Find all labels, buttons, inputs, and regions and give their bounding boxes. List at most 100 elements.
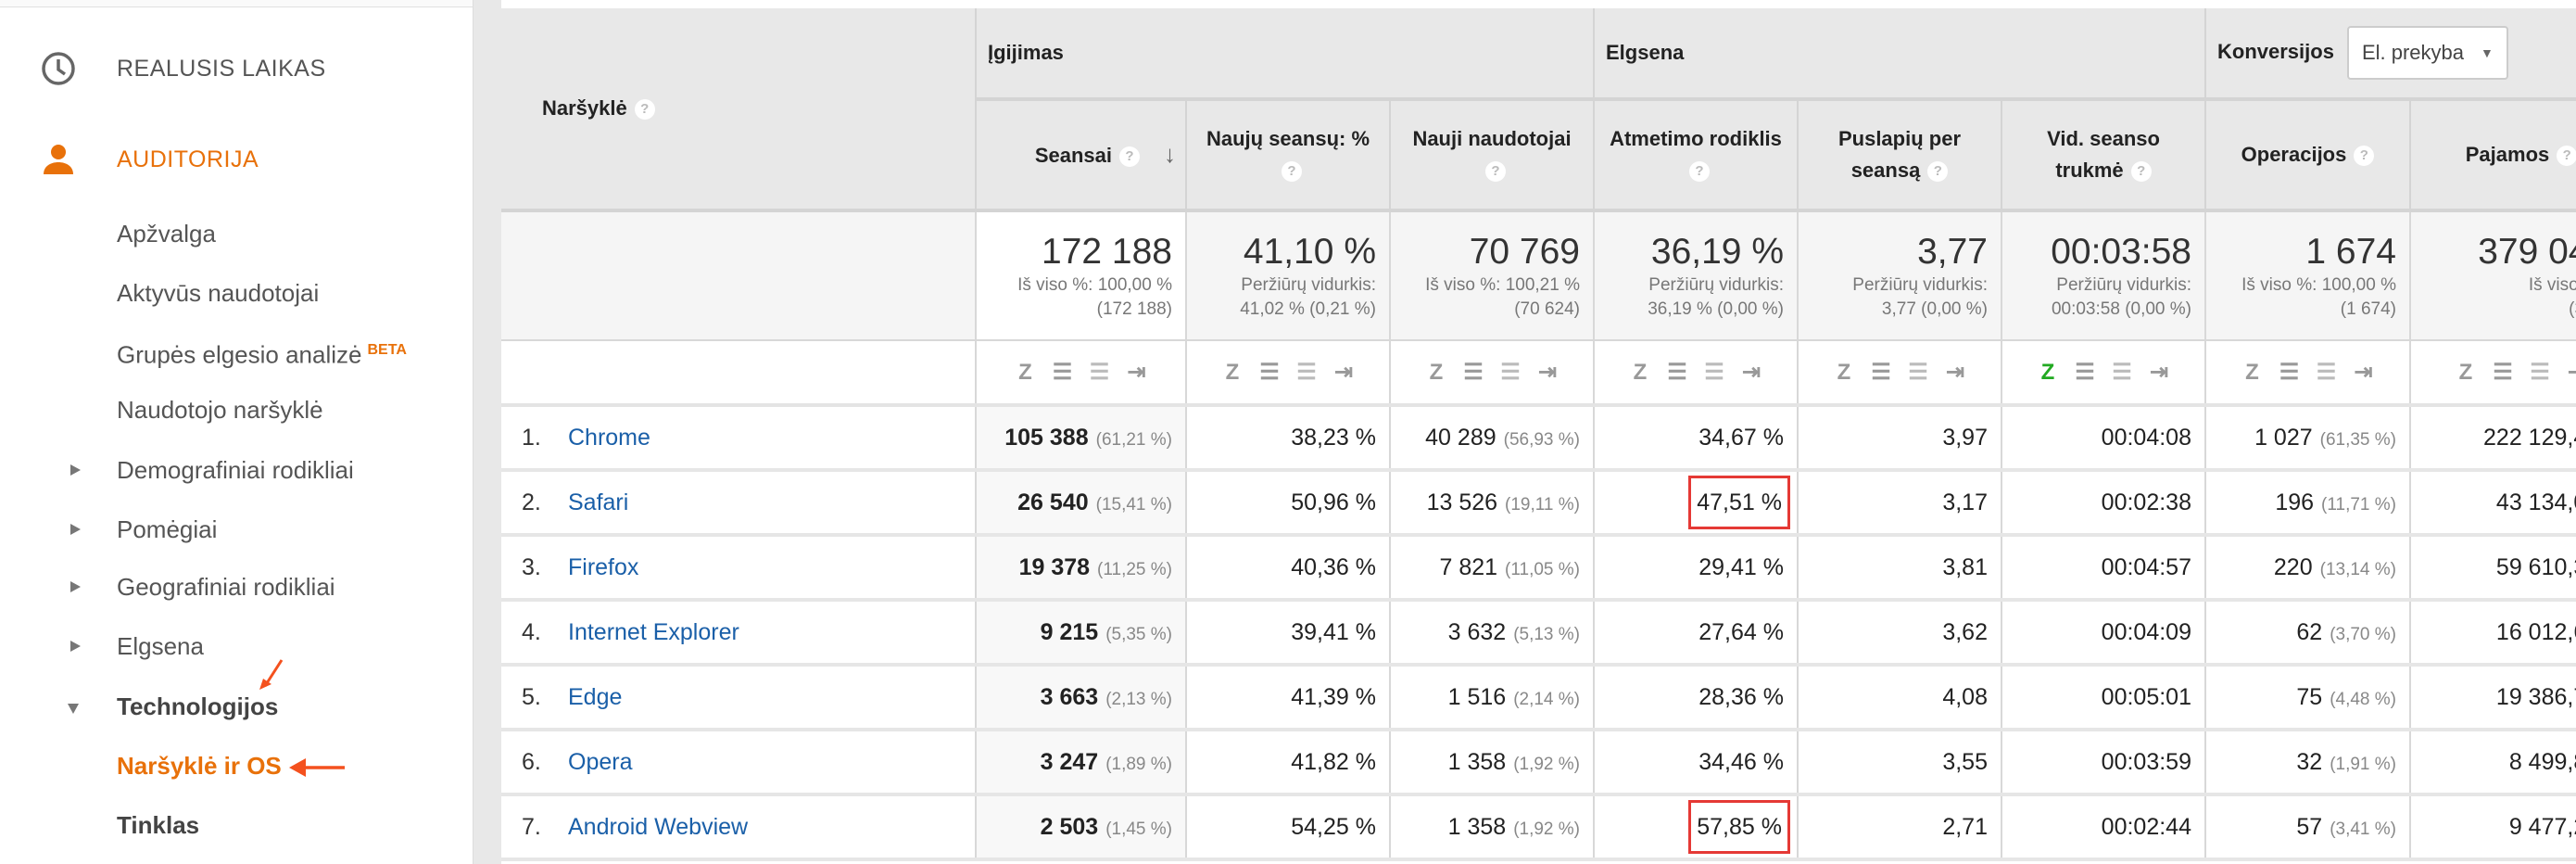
performance-view-icon[interactable]: ☰ — [1296, 360, 1317, 385]
row-number: 3. — [522, 553, 541, 580]
comparison-view-icon[interactable]: ⇥ — [1333, 360, 1354, 385]
new-users-value: 1 358 — [1447, 813, 1507, 840]
column-header[interactable]: Atmetimo rodiklis? — [1594, 99, 1799, 212]
total-cell: 00:03:58 Peržiūrų vidurkis: 00:03:58 (0,00… — [2001, 210, 2206, 341]
sidebar-item-network[interactable]: Tinklas — [117, 811, 200, 839]
column-header[interactable]: Puslapių per seansą? — [1798, 99, 2002, 212]
performance-view-icon[interactable]: ☰ — [1908, 360, 1928, 385]
help-icon[interactable]: ? — [1927, 161, 1949, 183]
help-icon[interactable]: ? — [2130, 161, 2152, 183]
data-view-icon[interactable]: Z — [2245, 360, 2259, 385]
sidebar-item-behavior[interactable]: Elgsena — [70, 628, 204, 665]
column-header[interactable]: Operacijos? — [2205, 99, 2411, 212]
dimension-header[interactable]: Naršyklė? — [501, 8, 977, 212]
browser-link[interactable]: Opera — [568, 748, 633, 775]
total-caption: 41,02 % (0,21 %) — [1240, 299, 1376, 319]
total-caption: (70 624) — [1514, 299, 1580, 319]
total-cell: 3,77 Peržiūrų vidurkis: 3,77 (0,00 %) — [1798, 210, 2002, 341]
table-row: 6. Opera 3 247 (1,89 %) 41,82 % 1 358 (1,92 %)… — [501, 730, 2576, 796]
sidebar-item-user-explorer[interactable]: Naudotojo naršyklė — [117, 396, 323, 424]
browser-link[interactable]: Android Webview — [568, 813, 749, 840]
transactions-value: 1 027 — [2254, 424, 2313, 451]
column-header[interactable]: Nauji naudotojai? — [1390, 99, 1595, 212]
comparison-view-icon[interactable]: ⇥ — [2149, 360, 2169, 385]
total-value: 36,19 % — [1650, 231, 1784, 272]
help-icon[interactable]: ? — [1689, 161, 1710, 183]
sidebar-label: REALUSIS LAIKAS — [117, 55, 326, 82]
data-view-icon[interactable]: Z — [1225, 360, 1240, 385]
sessions-value: 3 247 — [1040, 748, 1099, 775]
sidebar: REALUSIS LAIKAS AUDITORIJA Apžvalga Akty… — [0, 0, 473, 864]
sidebar-divider[interactable] — [473, 0, 501, 864]
data-view-icon[interactable]: Z — [2040, 360, 2055, 385]
comparison-view-icon[interactable]: ⇥ — [1741, 360, 1762, 385]
percentage-view-icon[interactable]: ☰ — [2493, 360, 2513, 385]
sort-arrow-icon[interactable]: ↓ — [1164, 140, 1176, 168]
table-row: 2. Safari 26 540 (15,41 %) 50,96 % 13 526 (19,… — [501, 470, 2576, 537]
performance-view-icon[interactable]: ☰ — [1704, 360, 1724, 385]
percentage-view-icon[interactable]: ☰ — [1871, 360, 1891, 385]
browser-link[interactable]: Safari — [568, 489, 629, 515]
help-icon[interactable]: ? — [634, 99, 655, 121]
new-users-value: 1 358 — [1447, 748, 1507, 775]
column-header[interactable]: Naujų seansų: %? — [1186, 99, 1391, 212]
performance-view-icon[interactable]: ☰ — [1089, 360, 1110, 385]
transactions-percent: (13,14 %) — [2319, 559, 2396, 579]
new-users-cell: 13 526 (19,11 %) — [1390, 470, 1595, 537]
column-header[interactable]: Seansai? ↓ — [976, 99, 1187, 212]
performance-view-icon[interactable]: ☰ — [1500, 360, 1521, 385]
sidebar-item-browser-os[interactable]: Naršyklė ir OS — [117, 752, 282, 780]
percentage-view-icon[interactable]: ☰ — [1463, 360, 1484, 385]
data-view-icon[interactable]: Z — [1018, 360, 1032, 385]
browser-link[interactable]: Internet Explorer — [568, 618, 739, 645]
conversion-type-select[interactable]: El. prekyba ▼ — [2346, 26, 2508, 80]
data-view-icon[interactable]: Z — [2458, 360, 2473, 385]
browser-link[interactable]: Edge — [568, 683, 623, 710]
help-icon[interactable]: ? — [1119, 146, 1140, 168]
column-header[interactable]: Pajamos? — [2410, 99, 2576, 212]
percentage-view-icon[interactable]: ☰ — [1259, 360, 1280, 385]
data-view-icon[interactable]: Z — [1633, 360, 1648, 385]
data-view-icon[interactable]: Z — [1837, 360, 1851, 385]
sidebar-item-interests[interactable]: Pomėgiai — [69, 511, 217, 548]
bounce-rate-value: 34,67 % — [1698, 424, 1784, 451]
percentage-view-icon[interactable]: ☰ — [1667, 360, 1687, 385]
comparison-view-icon[interactable]: ⇥ — [1127, 360, 1146, 385]
performance-view-icon[interactable]: ☰ — [2112, 360, 2132, 385]
pages-per-session-cell: 3,55 — [1798, 730, 2002, 796]
comparison-view-icon[interactable]: ⇥ — [2354, 360, 2373, 385]
transactions-value: 220 — [2273, 553, 2313, 580]
new-sessions-cell: 50,96 % — [1186, 470, 1391, 537]
help-icon[interactable]: ? — [1485, 161, 1506, 183]
group-behavior: Elgsena — [1594, 8, 2206, 101]
sidebar-item-audience[interactable]: AUDITORIJA — [0, 132, 259, 187]
help-icon[interactable]: ? — [2557, 146, 2576, 167]
browser-link[interactable]: Firefox — [568, 553, 639, 580]
sidebar-item-demographics[interactable]: Demografiniai rodikliai — [70, 451, 354, 489]
new-users-percent: (2,14 %) — [1513, 689, 1580, 709]
column-header[interactable]: Vid. seanso trukmė? — [2001, 99, 2206, 212]
sidebar-item-active-users[interactable]: Aktyvūs naudotojai — [117, 279, 320, 307]
comparison-view-icon[interactable]: ⇥ — [2564, 359, 2576, 386]
total-caption: 36,19 % (0,00 %) — [1648, 299, 1784, 319]
sidebar-item-cohort[interactable]: Grupės elgesio analizė BETA — [117, 332, 407, 374]
percentage-view-icon[interactable]: ☰ — [1052, 360, 1073, 385]
performance-view-icon[interactable]: ☰ — [2316, 360, 2337, 385]
sidebar-item-technology[interactable]: Technologijos — [67, 688, 278, 725]
help-icon[interactable]: ? — [1282, 161, 1302, 183]
data-view-icon[interactable]: Z — [1429, 360, 1444, 385]
comparison-view-icon[interactable]: ⇥ — [1945, 360, 1965, 385]
sidebar-item-overview[interactable]: Apžvalga — [117, 220, 216, 248]
performance-view-icon[interactable]: ☰ — [2530, 360, 2550, 385]
percentage-view-icon[interactable]: ☰ — [2075, 360, 2095, 385]
browser-link[interactable]: Chrome — [568, 424, 650, 451]
pages-per-session-cell: 3,81 — [1798, 535, 2002, 602]
total-caption: Peržiūrų vidurkis: — [1852, 274, 1988, 295]
comparison-view-icon[interactable]: ⇥ — [1537, 360, 1558, 385]
new-users-percent: (1,92 %) — [1513, 754, 1580, 774]
help-icon[interactable]: ? — [2354, 146, 2375, 167]
sidebar-item-realtime[interactable]: REALUSIS LAIKAS — [0, 41, 326, 96]
sidebar-item-geo[interactable]: Geografiniai rodikliai — [70, 568, 335, 605]
percentage-view-icon[interactable]: ☰ — [2279, 360, 2300, 385]
transactions-value: 32 — [2296, 748, 2323, 775]
